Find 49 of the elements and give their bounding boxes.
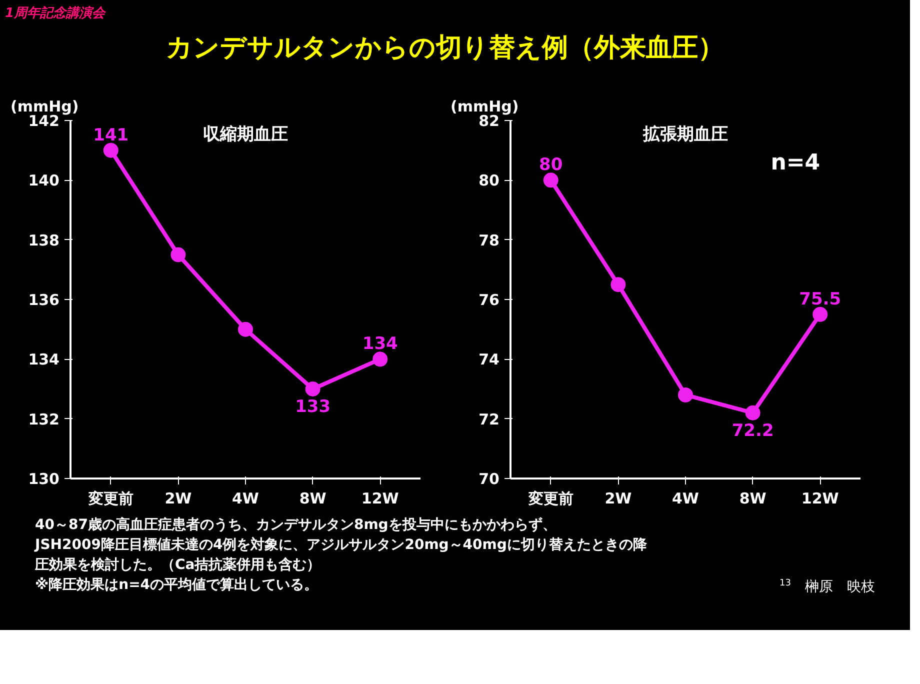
point xyxy=(745,405,760,420)
text: 榊原 映枝 xyxy=(805,579,875,595)
chart-title: カンデサルタンからの切り替え例（外来血圧） xyxy=(165,32,725,65)
text: ※降圧効果はn=4の平均値で算出している。 xyxy=(35,577,318,593)
y-tick-label: 70 xyxy=(478,470,500,488)
text: 40～87歳の高血圧症患者のうち、カンデサルタン8mgを投与中にもかかわらず、 xyxy=(35,517,556,533)
data-label: 72.2 xyxy=(732,420,774,441)
y-tick-label: 74 xyxy=(478,350,500,369)
x-tick-label: 変更前 xyxy=(527,490,574,508)
point xyxy=(610,277,626,292)
y-tick-label: 78 xyxy=(478,231,500,250)
annotation: n=4 xyxy=(770,150,820,176)
y-tick-label: 138 xyxy=(28,231,60,250)
x-tick-label: 12W xyxy=(801,490,840,508)
data-label: 134 xyxy=(362,334,398,354)
point xyxy=(170,247,186,262)
y-tick-label: 136 xyxy=(28,291,60,309)
point xyxy=(812,306,828,322)
text: 圧効果を検討した。（Ca拮抗薬併用も含む） xyxy=(35,557,321,573)
x-tick-label: 2W xyxy=(164,490,192,508)
chart-subtitle: 拡張期血圧 xyxy=(642,124,728,144)
y-tick-label: 134 xyxy=(28,350,60,369)
y-tick-label: 76 xyxy=(478,291,500,309)
point xyxy=(305,382,320,396)
y-tick-label: 130 xyxy=(28,470,60,488)
data-label: 80 xyxy=(539,155,563,176)
x-tick-label: 変更前 xyxy=(87,490,134,508)
x-tick-label: 2W xyxy=(604,490,632,508)
y-tick-label: 80 xyxy=(478,172,500,190)
x-tick-label: 8W xyxy=(299,490,327,508)
point xyxy=(372,352,388,367)
y-tick-label: 140 xyxy=(28,172,60,190)
data-label: 133 xyxy=(295,397,331,417)
point xyxy=(678,387,693,402)
data-label: 141 xyxy=(93,125,129,146)
y-tick-label: 72 xyxy=(478,410,500,428)
x-tick-label: 8W xyxy=(739,490,767,508)
y-tick-label: 132 xyxy=(28,410,60,428)
x-tick-label: 4W xyxy=(672,490,700,508)
chart-subtitle: 収縮期血圧 xyxy=(203,124,288,144)
point xyxy=(103,142,118,158)
point xyxy=(543,172,558,188)
x-tick-label: 4W xyxy=(232,490,260,508)
x-tick-label: 12W xyxy=(361,490,400,508)
text: 13 xyxy=(780,578,791,588)
text: 1周年記念講演会 xyxy=(5,5,107,23)
text: JSH2009降圧目標値未達の4例を対象に、アジルサルタン20mg～40mgに切り替えたときの降 xyxy=(35,537,647,553)
data-label: 75.5 xyxy=(799,289,842,310)
point xyxy=(238,322,253,337)
